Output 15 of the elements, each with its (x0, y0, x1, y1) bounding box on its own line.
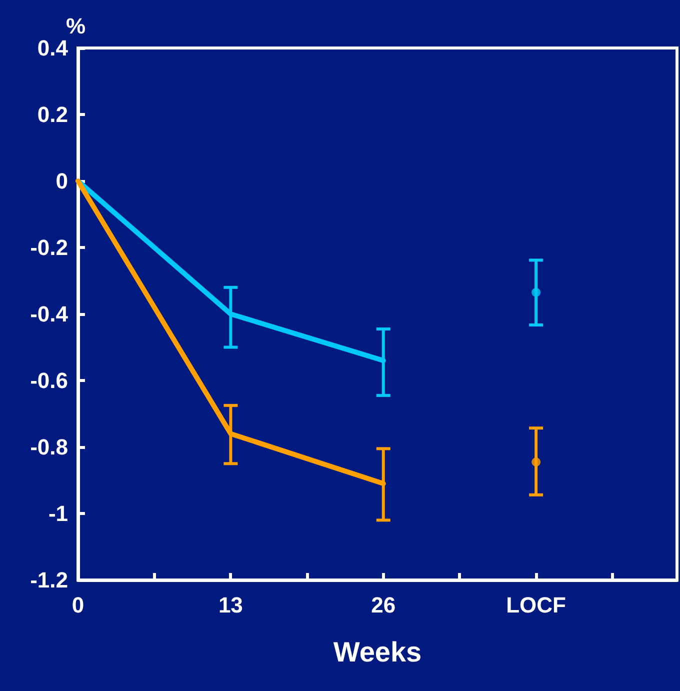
y-tick-label: 0.2 (37, 102, 68, 127)
x-tick-label: 13 (218, 592, 243, 618)
x-tick-label: 26 (371, 592, 396, 618)
x-tick-label: LOCF (506, 592, 566, 618)
y-tick-label: -1 (48, 501, 68, 526)
y-tick-label: -0.6 (30, 368, 68, 393)
y-tick-label: -0.4 (30, 302, 69, 326)
y-tick-label: -1.2 (30, 568, 68, 592)
y-axis-title: % (66, 14, 86, 39)
y-tick-label: -0.8 (30, 434, 68, 460)
y-tick-label: 0 (56, 168, 68, 194)
y-tick-label: 0.4 (37, 36, 69, 60)
x-tick-label: 0 (72, 592, 84, 618)
x-axis-title: Weeks (333, 636, 422, 668)
y-tick-label: -0.2 (30, 235, 68, 260)
